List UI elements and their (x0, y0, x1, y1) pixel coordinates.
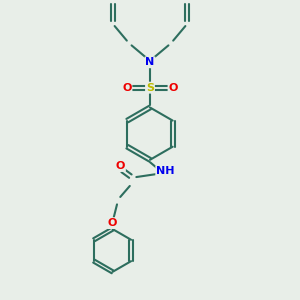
Text: N: N (146, 57, 154, 67)
Text: O: O (169, 82, 178, 93)
Text: O: O (108, 218, 117, 228)
Text: O: O (116, 161, 125, 171)
Text: S: S (146, 82, 154, 93)
Text: O: O (122, 82, 131, 93)
Text: NH: NH (156, 166, 175, 176)
